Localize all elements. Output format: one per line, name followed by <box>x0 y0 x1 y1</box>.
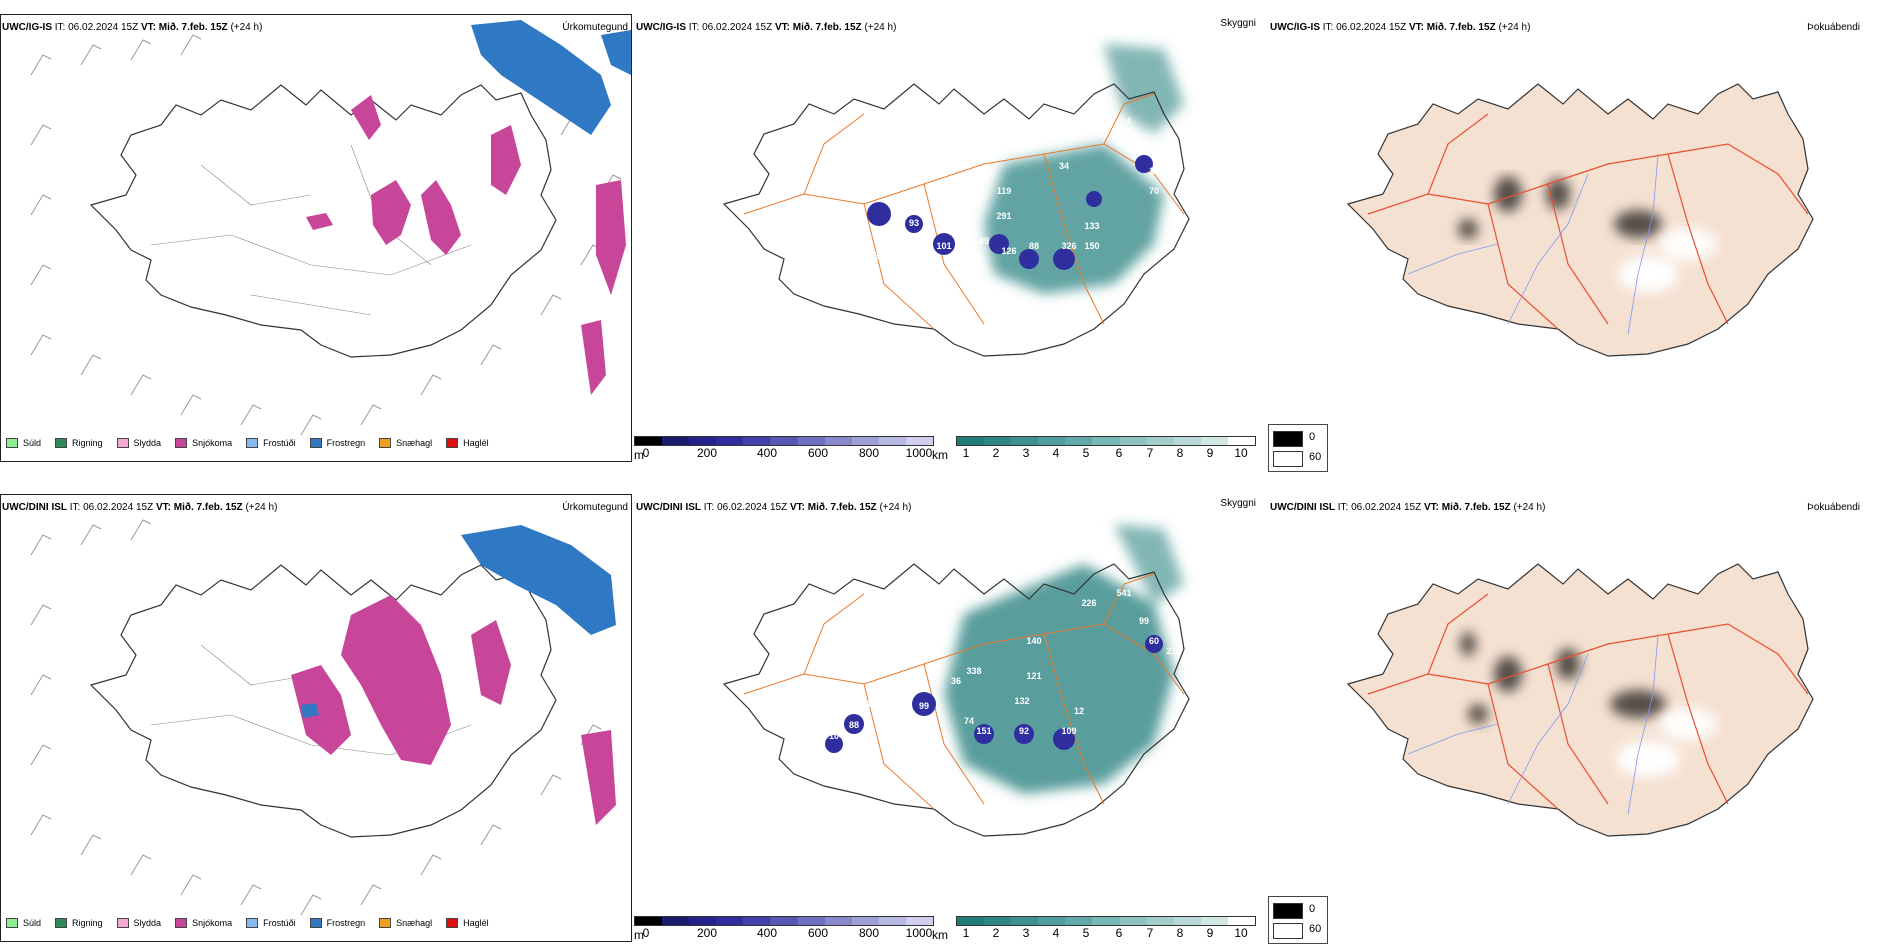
visibility-colorbar: 1 2 3 4 5 6 7 8 9 10 km <box>932 436 1256 462</box>
legend-item-snjokoma: Snjókoma <box>175 438 232 448</box>
svg-text:99: 99 <box>1139 616 1149 626</box>
svg-text:70: 70 <box>1149 186 1159 196</box>
panel-title: UWC/DINI ISL IT: 06.02.2024 15Z VT: Mið.… <box>1270 502 1546 513</box>
legend-item-slydda: Slydda <box>116 438 161 448</box>
visibility-colorbar: 1 2 3 4 5 6 7 8 9 10 km <box>932 916 1256 942</box>
svg-text:34: 34 <box>1059 161 1069 171</box>
panel-product-name: Úrkomutegund <box>562 502 628 513</box>
legend-item-suld: Súld <box>6 438 41 448</box>
fog-map <box>1347 563 1814 837</box>
svg-text:541: 541 <box>1116 588 1131 598</box>
legend-item-rigning: Rigning <box>55 918 103 928</box>
svg-text:60: 60 <box>1149 636 1159 646</box>
legend-item-haglel: Haglél <box>446 438 489 448</box>
legend-item-frostudi: Frostúði <box>246 438 296 448</box>
cloud-map: 541 226 99 60 218 140 338 121 36 132 99 … <box>723 524 1190 837</box>
panel-product-name: Skyggni <box>1220 18 1256 29</box>
fog-legend-box: 0 60 <box>1268 424 1328 472</box>
legend-item-haglel: Haglél <box>446 918 489 928</box>
fog-panel-bottom: UWC/DINI ISL IT: 06.02.2024 15Z VT: Mið.… <box>1268 494 1900 914</box>
svg-text:99: 99 <box>919 701 929 711</box>
precip-panel-top: UWC/IG-IS IT: 06.02.2024 15Z VT: Mið. 7.… <box>0 14 632 462</box>
svg-text:151: 151 <box>976 726 991 736</box>
svg-text:150: 150 <box>1084 241 1099 251</box>
svg-text:81: 81 <box>874 251 884 261</box>
precip-map <box>0 494 632 942</box>
svg-text:93: 93 <box>909 218 919 228</box>
panel-product-name: Þokuábendi <box>1807 502 1860 513</box>
svg-text:326: 326 <box>1061 241 1076 251</box>
svg-text:88: 88 <box>849 720 859 730</box>
panel-title: UWC/IG-IS IT: 06.02.2024 15Z VT: Mið. 7.… <box>2 22 263 33</box>
svg-text:8: 8 <box>951 191 956 201</box>
panel-title: UWC/DINI ISL IT: 06.02.2024 15Z VT: Mið.… <box>2 502 278 513</box>
fog-panel-top: UWC/IG-IS IT: 06.02.2024 15Z VT: Mið. 7.… <box>1268 14 1900 434</box>
legend-item-snjokoma: Snjókoma <box>175 918 232 928</box>
svg-text:132: 132 <box>1014 696 1029 706</box>
fog-legend-box: 0 60 <box>1268 896 1328 944</box>
svg-text:12: 12 <box>1074 706 1084 716</box>
ceiling-colorbar: 0 200 400 600 800 1000 m <box>634 916 934 942</box>
panel-title: UWC/IG-IS IT: 06.02.2024 15Z VT: Mið. 7.… <box>1270 22 1531 33</box>
precip-panel-bottom: UWC/DINI ISL IT: 06.02.2024 15Z VT: Mið.… <box>0 494 632 942</box>
svg-text:10: 10 <box>829 731 839 741</box>
svg-text:126: 126 <box>1001 246 1016 256</box>
svg-text:51: 51 <box>759 286 769 296</box>
svg-text:119: 119 <box>997 186 1012 196</box>
precip-legend: Súld Rigning Slydda Snjókoma Frostúði Fr… <box>6 438 503 448</box>
panel-product-name: Skyggni <box>1220 498 1256 509</box>
svg-text:148: 148 <box>866 699 881 709</box>
legend-item-frostudi: Frostúði <box>246 918 296 928</box>
svg-text:92: 92 <box>1019 726 1029 736</box>
panel-title: UWC/IG-IS IT: 06.02.2024 15Z VT: Mið. 7.… <box>636 22 897 33</box>
legend-item-rigning: Rigning <box>55 438 103 448</box>
panel-title: UWC/DINI ISL IT: 06.02.2024 15Z VT: Mið.… <box>636 502 912 513</box>
legend-item-slydda: Slydda <box>116 918 161 928</box>
svg-text:14: 14 <box>919 251 929 261</box>
legend-item-frostregn: Frostregn <box>309 438 365 448</box>
svg-text:218: 218 <box>1166 646 1181 656</box>
svg-text:88: 88 <box>1029 241 1039 251</box>
cloud-map: 04 34 19 119 291 133 101 93 81 49 126 88… <box>723 44 1190 357</box>
svg-text:121: 121 <box>1026 671 1041 681</box>
svg-text:226: 226 <box>1081 598 1096 608</box>
cloud-panel-top: UWC/IG-IS IT: 06.02.2024 15Z VT: Mið. 7.… <box>634 14 1328 472</box>
svg-text:04: 04 <box>1121 116 1131 126</box>
svg-text:19: 19 <box>1149 166 1159 176</box>
panel-product-name: Úrkomutegund <box>562 22 628 33</box>
svg-text:49: 49 <box>979 236 989 246</box>
svg-text:291: 291 <box>996 211 1011 221</box>
cloud-panel-bottom: UWC/DINI ISL IT: 06.02.2024 15Z VT: Mið.… <box>634 494 1328 944</box>
svg-text:338: 338 <box>966 666 981 676</box>
svg-text:140: 140 <box>1026 636 1041 646</box>
panel-product-name: Þokuábendi <box>1807 22 1860 33</box>
fog-map <box>1347 83 1814 357</box>
svg-text:36: 36 <box>951 676 961 686</box>
svg-text:109: 109 <box>1061 726 1076 736</box>
svg-text:74: 74 <box>964 716 974 726</box>
legend-item-snaehagl: Snæhagl <box>379 438 432 448</box>
svg-text:101: 101 <box>936 241 951 251</box>
wind-barbs <box>30 34 622 436</box>
ceiling-colorbar: 0 200 400 600 800 1000 m <box>634 436 934 462</box>
legend-item-snaehagl: Snæhagl <box>379 918 432 928</box>
svg-text:133: 133 <box>1084 221 1099 231</box>
legend-item-suld: Súld <box>6 918 41 928</box>
precip-legend: Súld Rigning Slydda Snjókoma Frostúði Fr… <box>6 918 503 928</box>
legend-item-frostregn: Frostregn <box>309 918 365 928</box>
precip-map <box>0 14 632 462</box>
